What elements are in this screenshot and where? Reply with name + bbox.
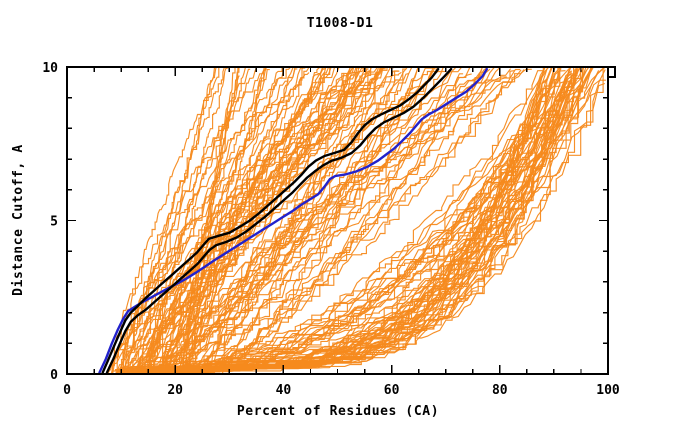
y-tick-label: 10 (42, 61, 58, 76)
population-curve (210, 66, 483, 368)
x-axis-title: Percent of Residues (CA) (237, 404, 439, 419)
axis-labels-layer: 0 20 40 60 80 100 0 5 10 (42, 61, 620, 398)
x-tick-label: 0 (63, 383, 71, 398)
population-curve (119, 66, 408, 370)
population-curve (164, 72, 310, 369)
population-curve (178, 69, 270, 375)
highlight-curves-layer (98, 67, 488, 374)
population-curve (140, 67, 331, 375)
population-curve (147, 68, 407, 373)
population-curve (120, 68, 386, 373)
population-curve (146, 67, 555, 375)
population-curve (148, 67, 544, 373)
population-curve (116, 68, 351, 374)
population-curve (206, 66, 355, 375)
population-curve (136, 76, 507, 374)
x-tick-label: 40 (276, 383, 292, 398)
population-curve (188, 66, 240, 371)
population-curve (144, 66, 366, 375)
population-curve (165, 67, 604, 375)
population-curve (182, 67, 236, 375)
x-tick-label: 100 (596, 383, 620, 398)
x-tick-label: 80 (492, 383, 508, 398)
population-curve (199, 69, 522, 375)
page-title: T1008-D1 (306, 16, 374, 31)
population-curve (152, 66, 419, 368)
population-curve (117, 67, 581, 375)
population-curve (154, 66, 550, 375)
population-curve (195, 68, 368, 375)
highlight-curve-reference-model-blue (98, 67, 488, 374)
population-curve (115, 66, 352, 375)
population-curve (141, 73, 572, 373)
y-axis-title: Distance Cutoff, A (11, 144, 26, 296)
population-curve (127, 67, 394, 370)
axis-frame-layer (66, 66, 616, 375)
population-curve (122, 66, 438, 370)
population-curve (146, 66, 247, 375)
population-curve (110, 66, 390, 375)
population-curve (107, 68, 267, 375)
x-tick-label: 60 (384, 383, 400, 398)
population-curve (195, 66, 463, 373)
population-curve (150, 66, 457, 369)
population-curve (164, 70, 516, 375)
highlight-curve-reference-model-black-lower (105, 67, 453, 374)
population-curve (178, 75, 240, 368)
x-tick-label: 20 (167, 383, 183, 398)
population-curve (218, 67, 386, 371)
population-curve (136, 67, 306, 374)
population-curve (149, 66, 229, 375)
population-curve (116, 67, 575, 375)
population-curves-layer (105, 66, 606, 375)
highlight-curve-reference-model-black-upper (101, 67, 440, 374)
population-curve (106, 66, 385, 375)
population-curve (190, 66, 419, 375)
y-tick-label: 0 (50, 368, 58, 383)
y-tick-label: 5 (50, 215, 58, 230)
